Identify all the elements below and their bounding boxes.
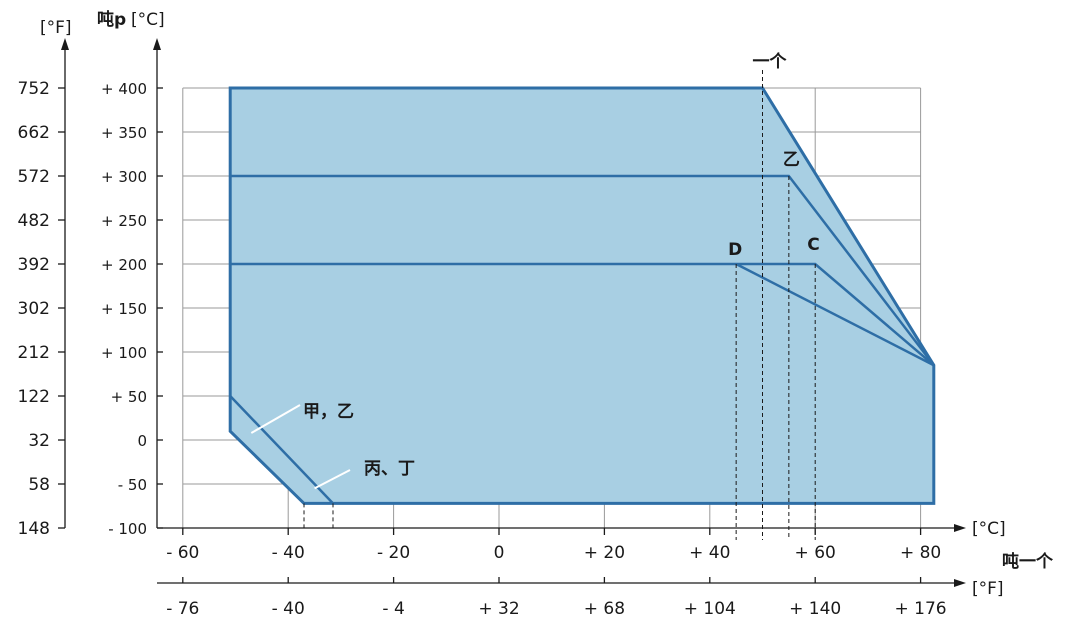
y-f-tick-label: 662 (18, 123, 50, 143)
x-tick-label: + 80 (900, 543, 941, 563)
x-tick-label: + 20 (584, 543, 625, 563)
y-f-tick-label: 32 (28, 431, 50, 451)
marker-dashes (303, 70, 816, 540)
x-f-tick-label: + 140 (789, 599, 841, 619)
x-tick-label: 0 (494, 543, 505, 563)
x-tick-label: - 60 (166, 543, 199, 563)
marker-label: 一个 (753, 51, 788, 72)
x-axis-f-unit: [°F] (972, 579, 1004, 599)
x-axis-unit: [°C] (972, 519, 1006, 539)
y-tick-label: + 150 (101, 300, 147, 318)
y-tick-label: - 100 (108, 520, 147, 538)
y-axis-f-arrow (61, 38, 69, 50)
y-f-tick-label: 212 (18, 343, 50, 363)
marker-label: 乙 (783, 150, 800, 170)
y-tick-label: + 300 (101, 168, 147, 186)
x-f-tick-label: - 76 (166, 599, 199, 619)
y-f-tick-label: 482 (18, 211, 50, 231)
y-f-tick-label: 122 (18, 387, 50, 407)
y-tick-label: + 400 (101, 80, 147, 98)
y-axis-f-unit: [°F] (40, 18, 72, 38)
limit-line (735, 262, 935, 367)
y-f-tick-label: 572 (18, 167, 50, 187)
x-f-tick-label: + 176 (895, 599, 947, 619)
y-axis-unit: [°C] (131, 10, 165, 30)
x-axis-f-arrow (954, 579, 966, 587)
y-tick-label: + 250 (101, 212, 147, 230)
tick-labels: - 100 148 - 50 58 0 32 + 50 122 + 100 212 + 150 302… (18, 79, 947, 619)
x-f-tick-label: + 32 (478, 599, 519, 619)
x-tick-label: - 20 (377, 543, 410, 563)
x-f-tick-label: - 4 (382, 599, 404, 619)
y-f-tick-label: 148 (18, 519, 50, 539)
y-axis-name: 吨p (97, 9, 126, 30)
y-f-tick-label: 302 (18, 299, 50, 319)
y-f-tick-label: 58 (28, 475, 50, 495)
x-tick-label: + 60 (795, 543, 836, 563)
x-tick-label: + 40 (689, 543, 730, 563)
y-tick-label: 0 (137, 432, 147, 450)
x-axis-arrow (954, 524, 966, 532)
x-f-tick-label: + 104 (684, 599, 736, 619)
y-f-tick-label: 392 (18, 255, 50, 275)
labels: [°F] 吨p [°C] [°C] 吨一个 [°F] (40, 9, 1054, 599)
annotations: 甲，乙丙、丁 (250, 402, 415, 490)
annotation-leader (250, 404, 301, 434)
marker-labels: 一个乙 C D (728, 51, 820, 260)
limit-line (229, 395, 334, 505)
x-f-tick-label: + 68 (584, 599, 625, 619)
x-tick-label: - 40 (272, 543, 305, 563)
y-f-tick-label: 752 (18, 79, 50, 99)
y-tick-label: - 50 (118, 476, 147, 494)
axes (61, 38, 966, 587)
envelope-area (230, 88, 934, 504)
y-axis-arrow (153, 38, 161, 50)
marker-label: C (807, 235, 819, 255)
annotation-label: 丙、丁 (364, 459, 415, 479)
y-tick-label: + 350 (101, 124, 147, 142)
y-tick-label: + 100 (101, 344, 147, 362)
y-tick-label: + 200 (101, 256, 147, 274)
x-f-tick-label: - 40 (272, 599, 305, 619)
x-axis-name: 吨一个 (1002, 551, 1054, 572)
marker-label: D (728, 240, 742, 260)
annotation-label: 甲，乙 (303, 402, 354, 422)
annotation-leader (314, 469, 351, 490)
y-tick-label: + 50 (111, 388, 147, 406)
